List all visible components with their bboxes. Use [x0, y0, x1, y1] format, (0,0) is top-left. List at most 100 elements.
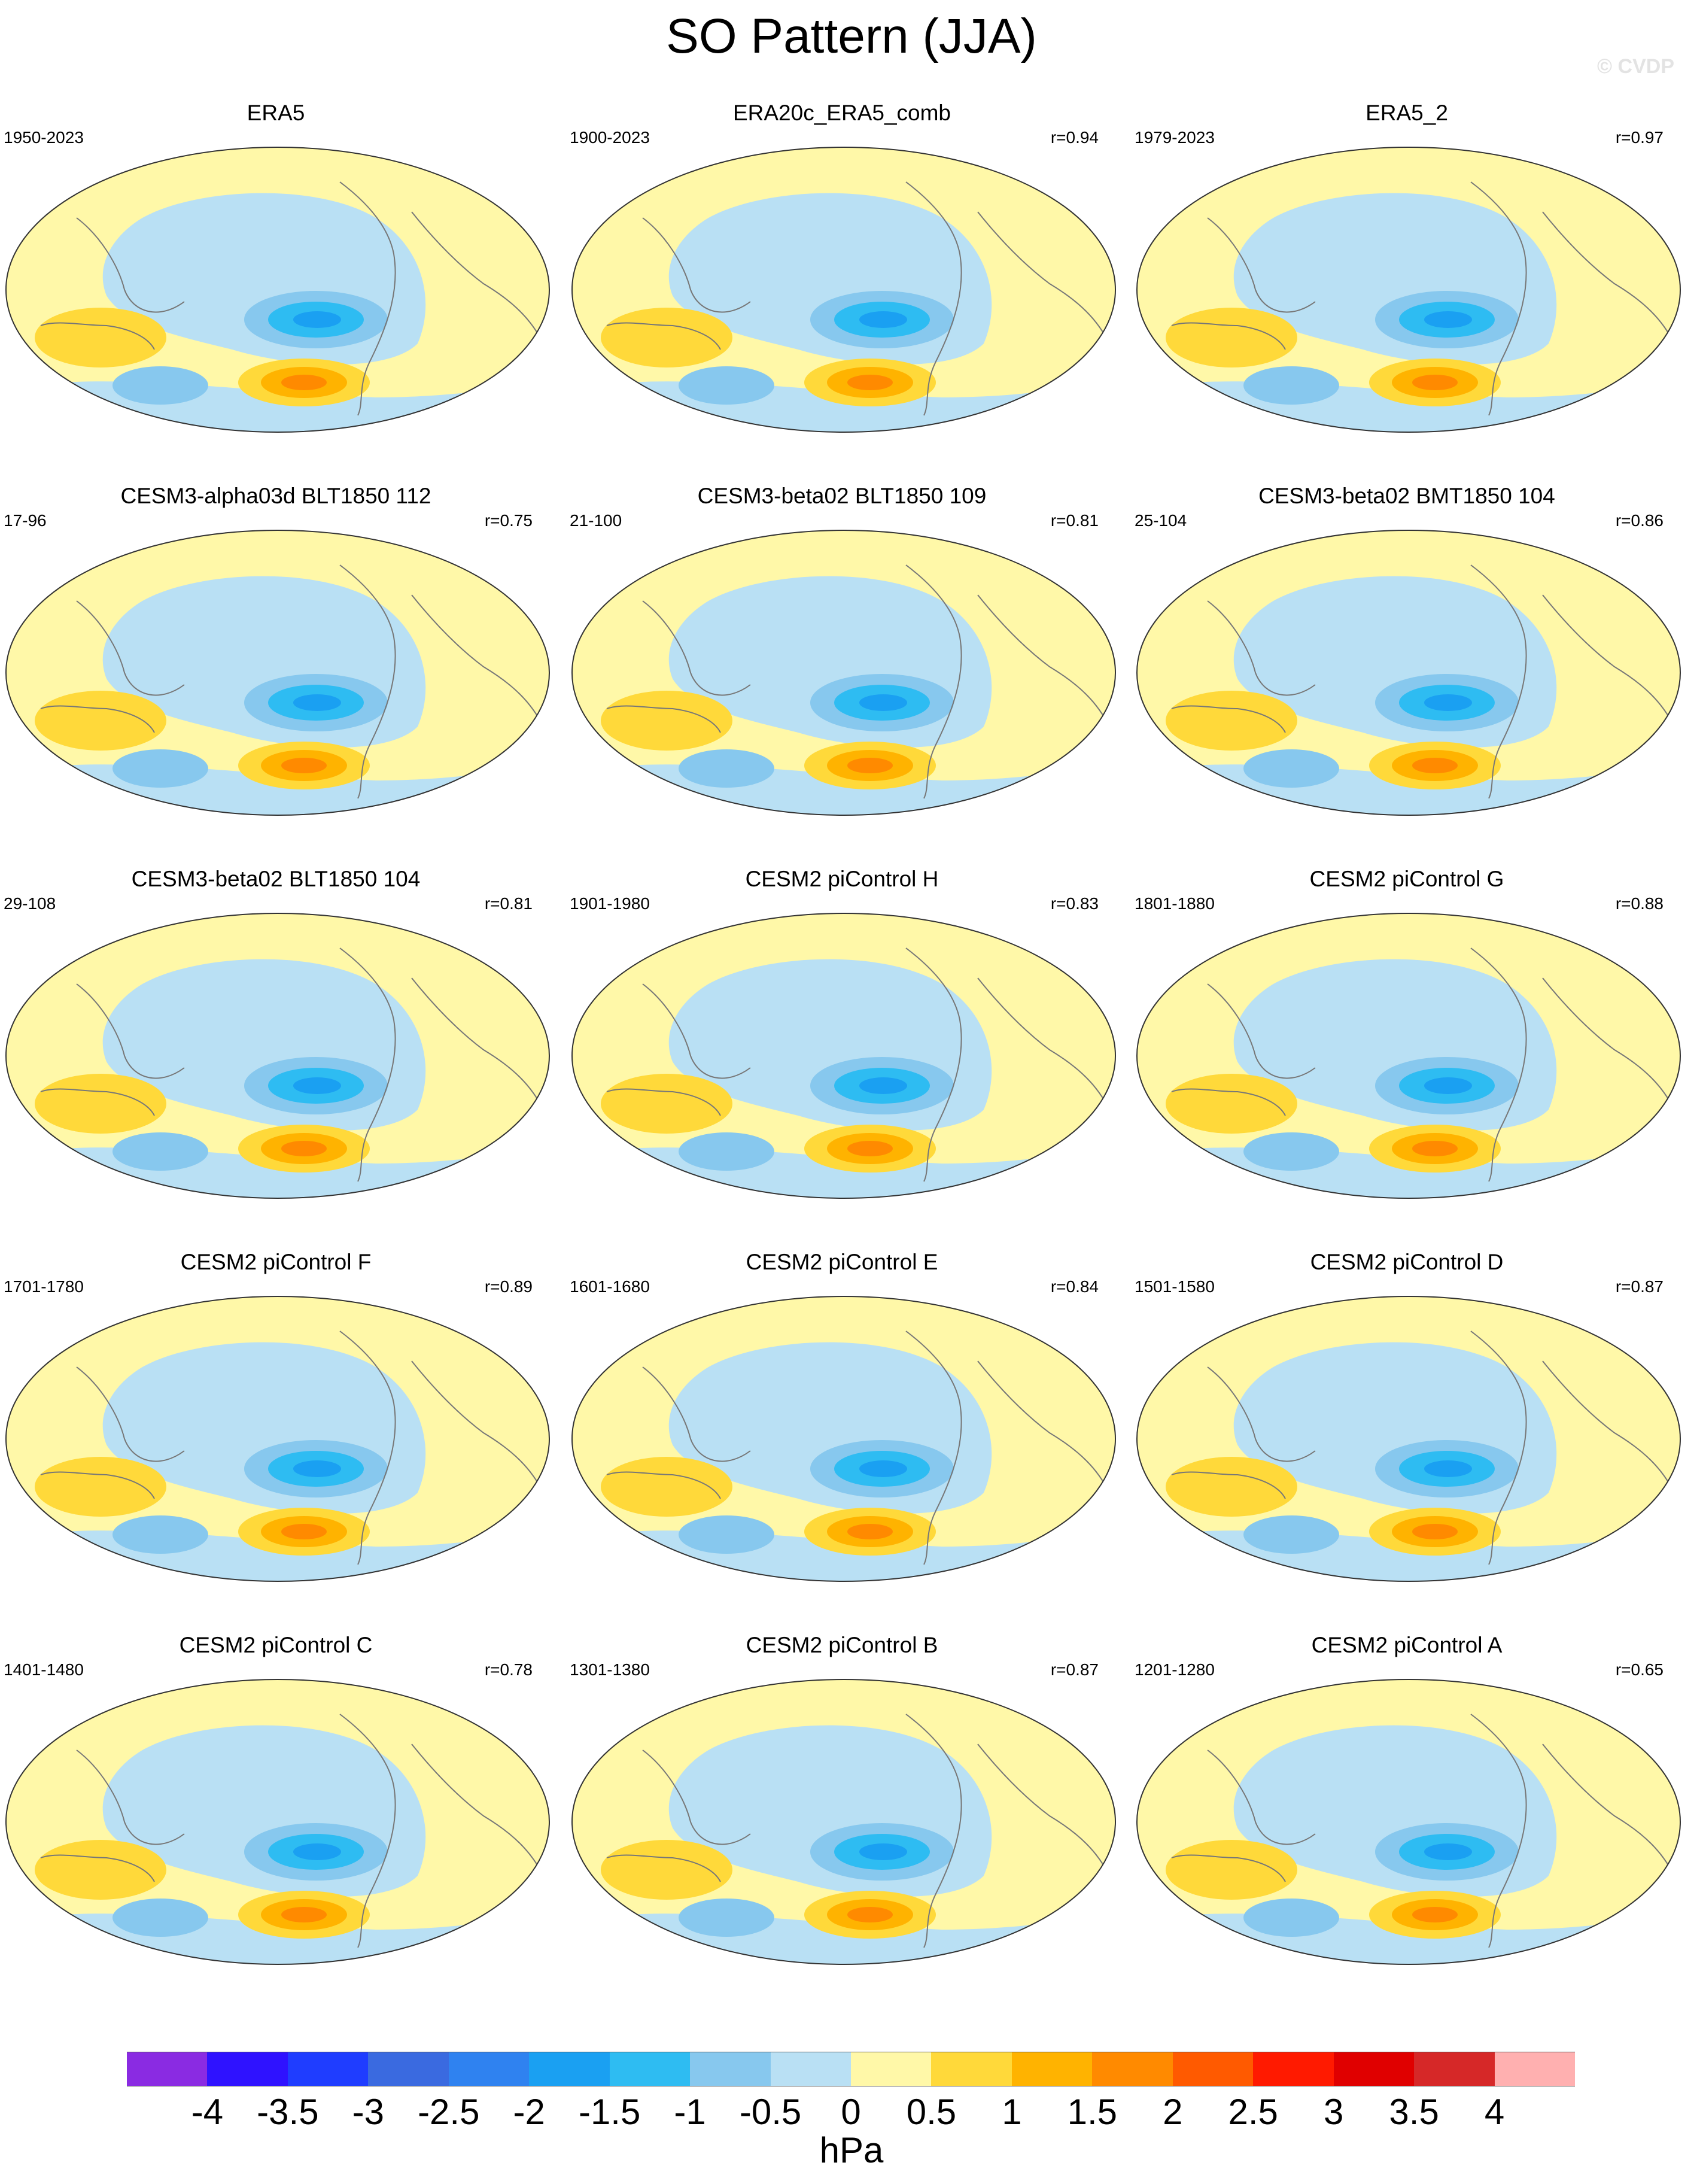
colorbar-swatch [1011, 2052, 1093, 2086]
so-pattern-map [571, 913, 1116, 1199]
panel-period: 1950-2023 [4, 128, 84, 147]
panel-period: 1801-1880 [1135, 894, 1215, 913]
panel-title: CESM2 piControl H [745, 867, 939, 891]
colorbar-tick-label: -3 [352, 2092, 385, 2132]
so-pattern-map [571, 1296, 1116, 1582]
so-pattern-map [5, 147, 550, 433]
panel-period: 1701-1780 [4, 1277, 84, 1296]
panel-period: 1979-2023 [1135, 128, 1215, 147]
so-pattern-map [1136, 913, 1681, 1199]
so-pattern-map [571, 530, 1116, 816]
panel-period: 1901-1980 [570, 894, 650, 913]
panel-pattern-correlation: r=0.87 [1615, 1277, 1664, 1296]
colorbar-swatch [1333, 2052, 1415, 2086]
so-pattern-map [1136, 530, 1681, 816]
colorbar-tick-label: 3.5 [1389, 2092, 1439, 2132]
panel-period: 1501-1580 [1135, 1277, 1215, 1296]
panel-period: 1900-2023 [570, 128, 650, 147]
map-panel: ERA5_2 1979-2023 r=0.97 [1131, 101, 1683, 436]
colorbar-swatch [1494, 2052, 1575, 2086]
colorbar-tick-label: -0.5 [739, 2092, 802, 2132]
colorbar-tick-label: -1 [674, 2092, 706, 2132]
panel-pattern-correlation: r=0.86 [1615, 511, 1664, 530]
so-pattern-map [5, 1679, 550, 1965]
map-panel: CESM2 piControl F 1701-1780 r=0.89 [0, 1250, 552, 1585]
map-panel: CESM3-alpha03d BLT1850 112 17-96 r=0.75 [0, 484, 552, 819]
panel-pattern-correlation: r=0.81 [1050, 511, 1099, 530]
panel-title: CESM3-beta02 BMT1850 104 [1258, 484, 1555, 508]
colorbar-tick-label: -2 [513, 2092, 545, 2132]
colorbar-swatch [1414, 2052, 1495, 2086]
colorbar-tick-label: 2 [1163, 2092, 1183, 2132]
map-panel: CESM2 piControl A 1201-1280 r=0.65 [1131, 1633, 1683, 1968]
colorbar-tick-label: -1.5 [578, 2092, 641, 2132]
so-pattern-map [1136, 1679, 1681, 1965]
panel-pattern-correlation: r=0.75 [484, 511, 533, 530]
map-panel: CESM2 piControl C 1401-1480 r=0.78 [0, 1633, 552, 1968]
panel-title: CESM2 piControl D [1310, 1250, 1504, 1274]
panel-title: CESM2 piControl E [746, 1250, 938, 1274]
map-panel: CESM3-beta02 BLT1850 104 29-108 r=0.81 [0, 867, 552, 1202]
so-pattern-map [571, 147, 1116, 433]
colorbar-tick-label: 4 [1484, 2092, 1505, 2132]
colorbar-swatch [931, 2052, 1012, 2086]
colorbar-swatch [609, 2052, 691, 2086]
panel-period: 1401-1480 [4, 1660, 84, 1679]
colorbar-tick-label: 1.5 [1067, 2092, 1118, 2132]
colorbar-swatch [368, 2052, 449, 2086]
colorbar-tick-label: 3 [1323, 2092, 1344, 2132]
figure-title: SO Pattern (JJA) [666, 9, 1037, 63]
colorbar-swatch [1172, 2052, 1254, 2086]
map-panel: ERA20c_ERA5_comb 1900-2023 r=0.94 [566, 101, 1118, 436]
colorbar-tick-label: 0.5 [906, 2092, 957, 2132]
colorbar-tick-label: 2.5 [1228, 2092, 1278, 2132]
colorbar-swatch [1092, 2052, 1173, 2086]
panel-pattern-correlation: r=0.78 [484, 1660, 533, 1679]
colorbar-swatch [690, 2052, 771, 2086]
map-panel: CESM2 piControl D 1501-1580 r=0.87 [1131, 1250, 1683, 1585]
panel-title: CESM2 piControl G [1309, 867, 1504, 891]
panel-period: 17-96 [4, 511, 47, 530]
panel-period: 1601-1680 [570, 1277, 650, 1296]
panel-title: CESM2 piControl C [179, 1633, 373, 1657]
colorbar-tick-label: -4 [191, 2092, 224, 2132]
cvdp-watermark: © CVDP [1597, 55, 1674, 78]
map-panel: ERA5 1950-2023 [0, 101, 552, 436]
panel-title: CESM2 piControl A [1311, 1633, 1503, 1657]
panel-pattern-correlation: r=0.65 [1615, 1660, 1664, 1679]
panel-pattern-correlation: r=0.83 [1050, 894, 1099, 913]
panel-period: 21-100 [570, 511, 622, 530]
panel-period: 25-104 [1135, 511, 1187, 530]
so-pattern-map [1136, 147, 1681, 433]
panel-period: 1301-1380 [570, 1660, 650, 1679]
colorbar-units: hPa [819, 2130, 884, 2170]
panel-pattern-correlation: r=0.89 [484, 1277, 533, 1296]
panel-pattern-correlation: r=0.87 [1050, 1660, 1099, 1679]
panel-pattern-correlation: r=0.97 [1615, 128, 1664, 147]
panel-pattern-correlation: r=0.88 [1615, 894, 1664, 913]
panel-title: CESM3-alpha03d BLT1850 112 [120, 484, 431, 508]
map-panel: CESM3-beta02 BMT1850 104 25-104 r=0.86 [1131, 484, 1683, 819]
map-panel: CESM3-beta02 BLT1850 109 21-100 r=0.81 [566, 484, 1118, 819]
panel-title: CESM2 piControl F [180, 1250, 372, 1274]
so-pattern-map [5, 530, 550, 816]
colorbar-tick-label: -2.5 [418, 2092, 480, 2132]
panel-period: 1201-1280 [1135, 1660, 1215, 1679]
map-panel: CESM2 piControl B 1301-1380 r=0.87 [566, 1633, 1118, 1968]
colorbar-swatch [207, 2052, 288, 2086]
panel-pattern-correlation: r=0.94 [1050, 128, 1099, 147]
colorbar-swatch [770, 2052, 851, 2086]
colorbar-swatch [851, 2052, 932, 2086]
colorbar-tick-label: 0 [841, 2092, 861, 2132]
so-pattern-map [1136, 1296, 1681, 1582]
colorbar-swatch [287, 2052, 369, 2086]
panel-title: CESM3-beta02 BLT1850 109 [697, 484, 987, 508]
map-panel: CESM2 piControl H 1901-1980 r=0.83 [566, 867, 1118, 1202]
map-panel: CESM2 piControl G 1801-1880 r=0.88 [1131, 867, 1683, 1202]
colorbar-tick-label: 1 [1002, 2092, 1022, 2132]
colorbar-tick-label: -3.5 [257, 2092, 319, 2132]
panel-title: ERA20c_ERA5_comb [732, 101, 951, 125]
so-pattern-map [571, 1679, 1116, 1965]
panel-pattern-correlation: r=0.81 [484, 894, 533, 913]
map-panel: CESM2 piControl E 1601-1680 r=0.84 [566, 1250, 1118, 1585]
